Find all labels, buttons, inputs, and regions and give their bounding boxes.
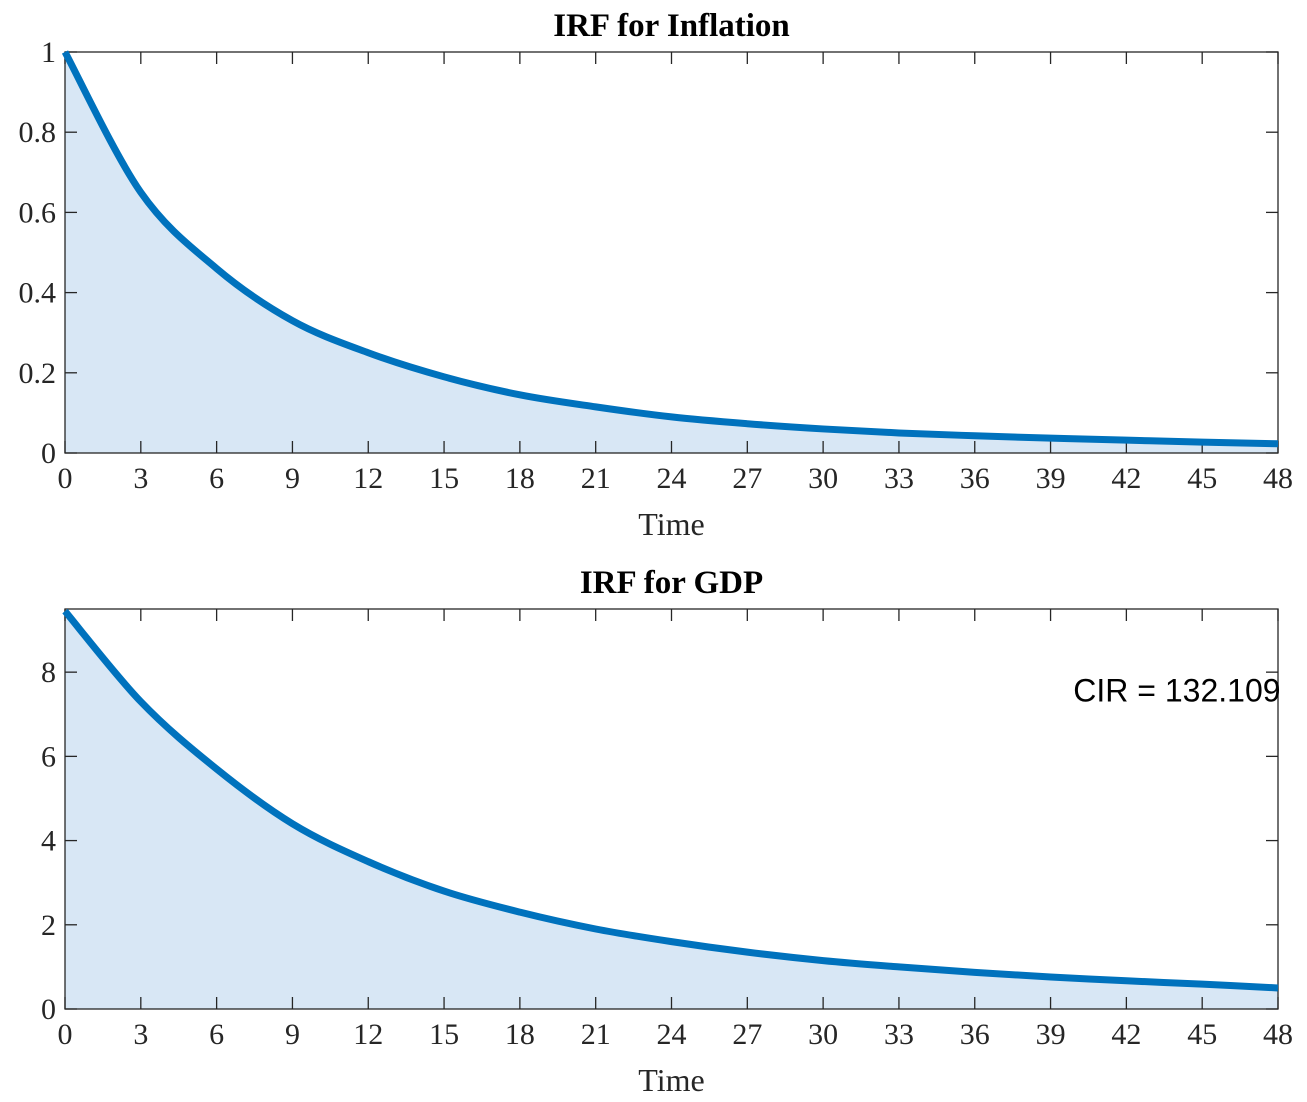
x-tick-label: 18 — [505, 1018, 535, 1051]
y-tick-label: 0 — [41, 437, 56, 470]
x-tick-label: 6 — [209, 462, 224, 495]
irf-inflation-line — [61, 50, 1279, 448]
x-tick-label: 0 — [58, 462, 73, 495]
x-tick-label: 21 — [581, 462, 611, 495]
y-tick-label: 0 — [41, 993, 56, 1026]
x-tick-label: 42 — [1111, 462, 1141, 495]
x-tick-label: 9 — [285, 1018, 300, 1051]
y-tick-label: 0.4 — [19, 277, 57, 310]
y-tick-label: 8 — [41, 656, 56, 689]
y-tick-label: 0.6 — [19, 196, 57, 229]
x-tick-label: 0 — [58, 1018, 73, 1051]
x-tick-label: 6 — [209, 1018, 224, 1051]
irf-gdp-title: IRF for GDP — [580, 565, 763, 601]
x-tick-label: 33 — [884, 1018, 914, 1051]
x-tick-label: 24 — [657, 462, 687, 495]
x-tick-label: 36 — [960, 1018, 990, 1051]
y-tick-label: 1 — [41, 36, 56, 69]
x-tick-label: 12 — [353, 462, 383, 495]
x-tick-label: 15 — [429, 462, 459, 495]
y-tick-label: 0.2 — [19, 357, 57, 390]
x-tick-label: 18 — [505, 462, 535, 495]
x-tick-label: 45 — [1187, 1018, 1217, 1051]
irf-inflation-x-axis-label: Time — [638, 506, 704, 542]
x-tick-label: 24 — [657, 1018, 687, 1051]
x-tick-label: 27 — [732, 462, 762, 495]
irf-inflation-panel: 0 3 6 9 12 15 18 21 24 27 30 33 36 39 42 45 4800.20.40.6… — [19, 8, 1294, 542]
irf-gdp-line — [62, 608, 1279, 992]
y-tick-label: 2 — [41, 909, 56, 942]
x-tick-label: 27 — [732, 1018, 762, 1051]
x-tick-label: 42 — [1111, 1018, 1141, 1051]
x-tick-label: 48 — [1263, 1018, 1293, 1051]
irf-inflation-title: IRF for Inflation — [553, 8, 790, 44]
irf-gdp-area — [65, 611, 1278, 1009]
x-tick-label: 9 — [285, 462, 300, 495]
x-tick-label: 15 — [429, 1018, 459, 1051]
irf-inflation-area — [65, 52, 1278, 453]
x-tick-label: 30 — [808, 1018, 838, 1051]
x-tick-label: 12 — [353, 1018, 383, 1051]
x-tick-label: 33 — [884, 462, 914, 495]
cir-annotation: CIR = 132.109 — [1073, 673, 1280, 709]
irf-gdp-annotations: CIR = 132.109 — [1073, 673, 1280, 709]
y-tick-label: 4 — [41, 825, 56, 858]
x-tick-label: 30 — [808, 462, 838, 495]
irf-inflation-ticks: 0 3 6 9 12 15 18 21 24 27 30 33 36 39 42 45 4800.20.40.6… — [19, 36, 1294, 495]
y-tick-label: 0.8 — [19, 116, 57, 149]
x-tick-label: 39 — [1036, 1018, 1066, 1051]
x-tick-label: 48 — [1263, 462, 1293, 495]
x-tick-label: 45 — [1187, 462, 1217, 495]
x-tick-label: 3 — [133, 462, 148, 495]
x-tick-label: 39 — [1036, 462, 1066, 495]
x-tick-label: 36 — [960, 462, 990, 495]
x-tick-label: 3 — [133, 1018, 148, 1051]
y-tick-label: 6 — [41, 740, 56, 773]
irf-gdp-x-axis-label: Time — [638, 1062, 704, 1098]
x-tick-label: 21 — [581, 1018, 611, 1051]
